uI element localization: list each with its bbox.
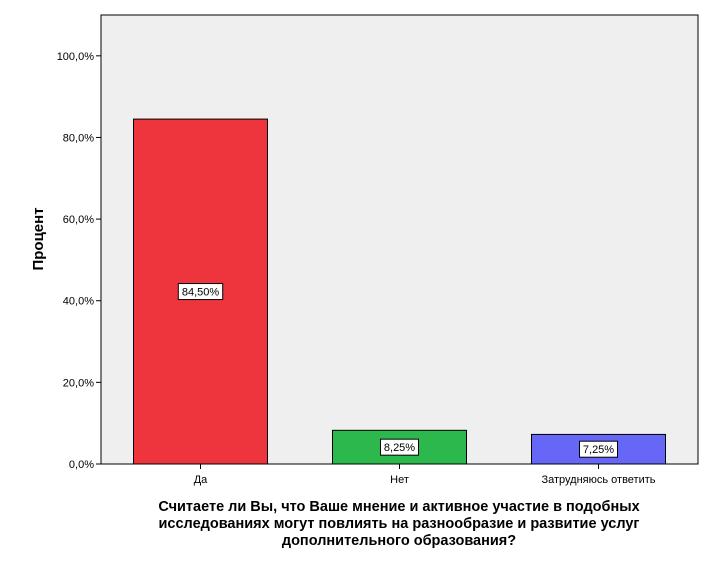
title-line-1: Считаете ли Вы, что Ваше мнение и активн… <box>158 499 639 515</box>
data-label-box <box>380 438 419 456</box>
y-axis-label: Процент <box>30 207 47 270</box>
title-line-2: исследованиях могут повлиять на разнообр… <box>159 516 640 532</box>
data-label: 84,50% <box>182 287 220 299</box>
x-axis: Да Нет Затрудняюсь ответить <box>194 464 656 486</box>
x-tick-label: Затрудняюсь ответить <box>541 474 655 486</box>
x-tick-label: Нет <box>390 474 409 486</box>
x-tick-label: Да <box>194 474 208 486</box>
y-tick-label: 80,0% <box>63 132 94 144</box>
bars: 84,50% 8,25% 7,25% <box>133 118 666 465</box>
data-label-box <box>579 440 618 458</box>
y-tick-label: 0,0% <box>69 459 94 471</box>
y-tick-label: 20,0% <box>63 377 94 389</box>
data-label: 8,25% <box>384 442 415 454</box>
y-tick-label: 60,0% <box>63 214 94 226</box>
y-axis: 0,0% 20,0% 40,0% 60,0% 80,0% 100,0% <box>57 51 101 471</box>
y-tick-label: 100,0% <box>57 51 95 63</box>
y-tick-label: 40,0% <box>63 296 94 308</box>
chart-title: Считаете ли Вы, что Ваше мнение и активн… <box>158 499 639 549</box>
title-line-3: дополнительного образования? <box>282 533 516 549</box>
data-label-box <box>177 283 224 301</box>
data-label: 7,25% <box>583 444 614 456</box>
